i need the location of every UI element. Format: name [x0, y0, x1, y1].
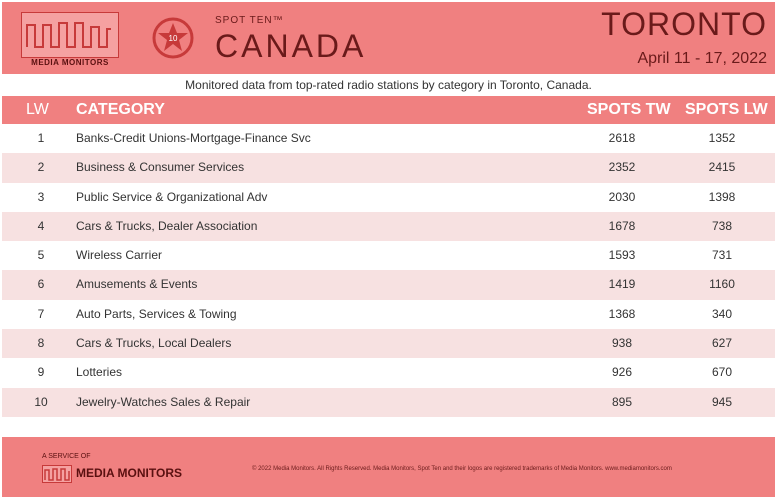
table-row: 10 Jewelry-Watches Sales & Repair 895 94…	[2, 387, 775, 417]
cell-lw: 8	[37, 336, 45, 351]
footer-logo-name: MEDIA MONITORS	[76, 466, 183, 480]
cell-spots-lw: 945	[711, 394, 733, 409]
cell-spots-tw: 938	[611, 336, 633, 351]
badge-number: 10	[169, 34, 178, 43]
cell-lw: 3	[37, 189, 45, 204]
cell-lw: 7	[37, 306, 45, 321]
footer: A SERVICE OF MEDIA MONITORS © 2022 Media…	[2, 437, 775, 497]
cell-spots-tw: 2030	[608, 189, 636, 204]
cell-spots-tw: 895	[611, 394, 633, 409]
table-row: 7 Auto Parts, Services & Towing 1368 340	[2, 299, 775, 330]
cell-category: Jewelry-Watches Sales & Repair	[76, 394, 251, 409]
cell-lw: 5	[37, 248, 45, 263]
cell-category: Amusements & Events	[76, 277, 198, 292]
city-title: TORONTO	[601, 6, 767, 42]
table-body: 1 Banks-Credit Unions-Mortgage-Finance S…	[2, 124, 775, 417]
cell-category: Auto Parts, Services & Towing	[76, 306, 237, 321]
cell-spots-lw: 627	[711, 336, 733, 351]
header-spots-tw: SPOTS TW	[587, 101, 671, 118]
table-row: 5 Wireless Carrier 1593 731	[2, 241, 775, 271]
cell-lw: 4	[37, 218, 45, 233]
service-label: A SERVICE OF	[42, 453, 91, 460]
cell-spots-lw: 738	[711, 218, 733, 233]
header-category: CATEGORY	[76, 101, 165, 118]
cell-spots-lw: 2415	[708, 160, 736, 175]
cell-spots-lw: 1160	[709, 277, 735, 292]
footer-logo: MEDIA MONITORS	[42, 463, 212, 483]
cell-lw: 6	[37, 277, 45, 292]
mini-waveform-icon	[44, 468, 70, 481]
cell-category: Public Service & Organizational Adv	[76, 189, 268, 204]
cell-spots-lw: 340	[711, 306, 733, 321]
table-row: 6 Amusements & Events 1419 1160	[2, 270, 775, 300]
waveform-icon	[26, 22, 111, 48]
cell-spots-tw: 1419	[608, 277, 636, 292]
media-monitors-logo: MEDIA MONITORS	[21, 12, 119, 67]
cell-category: Cars & Trucks, Dealer Association	[76, 218, 258, 233]
cell-spots-tw: 2618	[608, 131, 636, 145]
country-title: CANADA	[215, 28, 367, 64]
cell-spots-tw: 1368	[608, 306, 636, 321]
copyright-text: © 2022 Media Monitors. All Rights Reserv…	[252, 466, 672, 472]
table-row: 9 Lotteries 926 670	[2, 358, 775, 388]
spot-ten-label: SPOT TEN™	[215, 15, 284, 26]
cell-spots-tw: 1593	[608, 248, 636, 263]
cell-lw: 9	[37, 365, 45, 380]
spot-ten-badge-icon: 10	[152, 17, 194, 59]
cell-category: Lotteries	[76, 365, 123, 380]
table-row: 4 Cars & Trucks, Dealer Association 1678…	[2, 211, 775, 242]
cell-lw: 1	[37, 131, 45, 145]
footer-logo-mark	[42, 465, 72, 483]
table-row: 8 Cars & Trucks, Local Dealers 938 627	[2, 329, 775, 359]
header: MEDIA MONITORS 10 SPOT TEN™ CANADA TORON…	[2, 2, 775, 74]
cell-category: Business & Consumer Services	[76, 160, 245, 175]
table-row: 2 Business & Consumer Services 2352 2415	[2, 153, 775, 183]
table-header: LW CATEGORY SPOTS TW SPOTS LW	[2, 96, 775, 124]
logo-label: MEDIA MONITORS	[31, 58, 109, 67]
subtitle: Monitored data from top-rated radio stat…	[2, 74, 775, 96]
header-spots-lw: SPOTS LW	[685, 101, 768, 118]
table-row: 1 Banks-Credit Unions-Mortgage-Finance S…	[2, 124, 775, 154]
cell-category: Banks-Credit Unions-Mortgage-Finance Svc	[76, 131, 311, 145]
cell-spots-lw: 731	[711, 248, 733, 263]
cell-spots-lw: 1398	[708, 189, 736, 204]
cell-lw: 2	[37, 160, 45, 175]
table-row: 3 Public Service & Organizational Adv 20…	[2, 182, 775, 212]
cell-spots-lw: 670	[711, 365, 733, 380]
header-lw: LW	[26, 101, 49, 118]
cell-category: Cars & Trucks, Local Dealers	[76, 336, 232, 351]
cell-category: Wireless Carrier	[76, 248, 163, 263]
cell-lw: 10	[34, 394, 48, 409]
cell-spots-lw: 1352	[708, 131, 736, 145]
cell-spots-tw: 2352	[608, 160, 636, 175]
table-bottom-spacer	[2, 417, 775, 437]
cell-spots-tw: 926	[611, 365, 633, 380]
logo-box	[21, 12, 119, 58]
cell-spots-tw: 1678	[608, 218, 636, 233]
date-range: April 11 - 17, 2022	[637, 50, 767, 67]
